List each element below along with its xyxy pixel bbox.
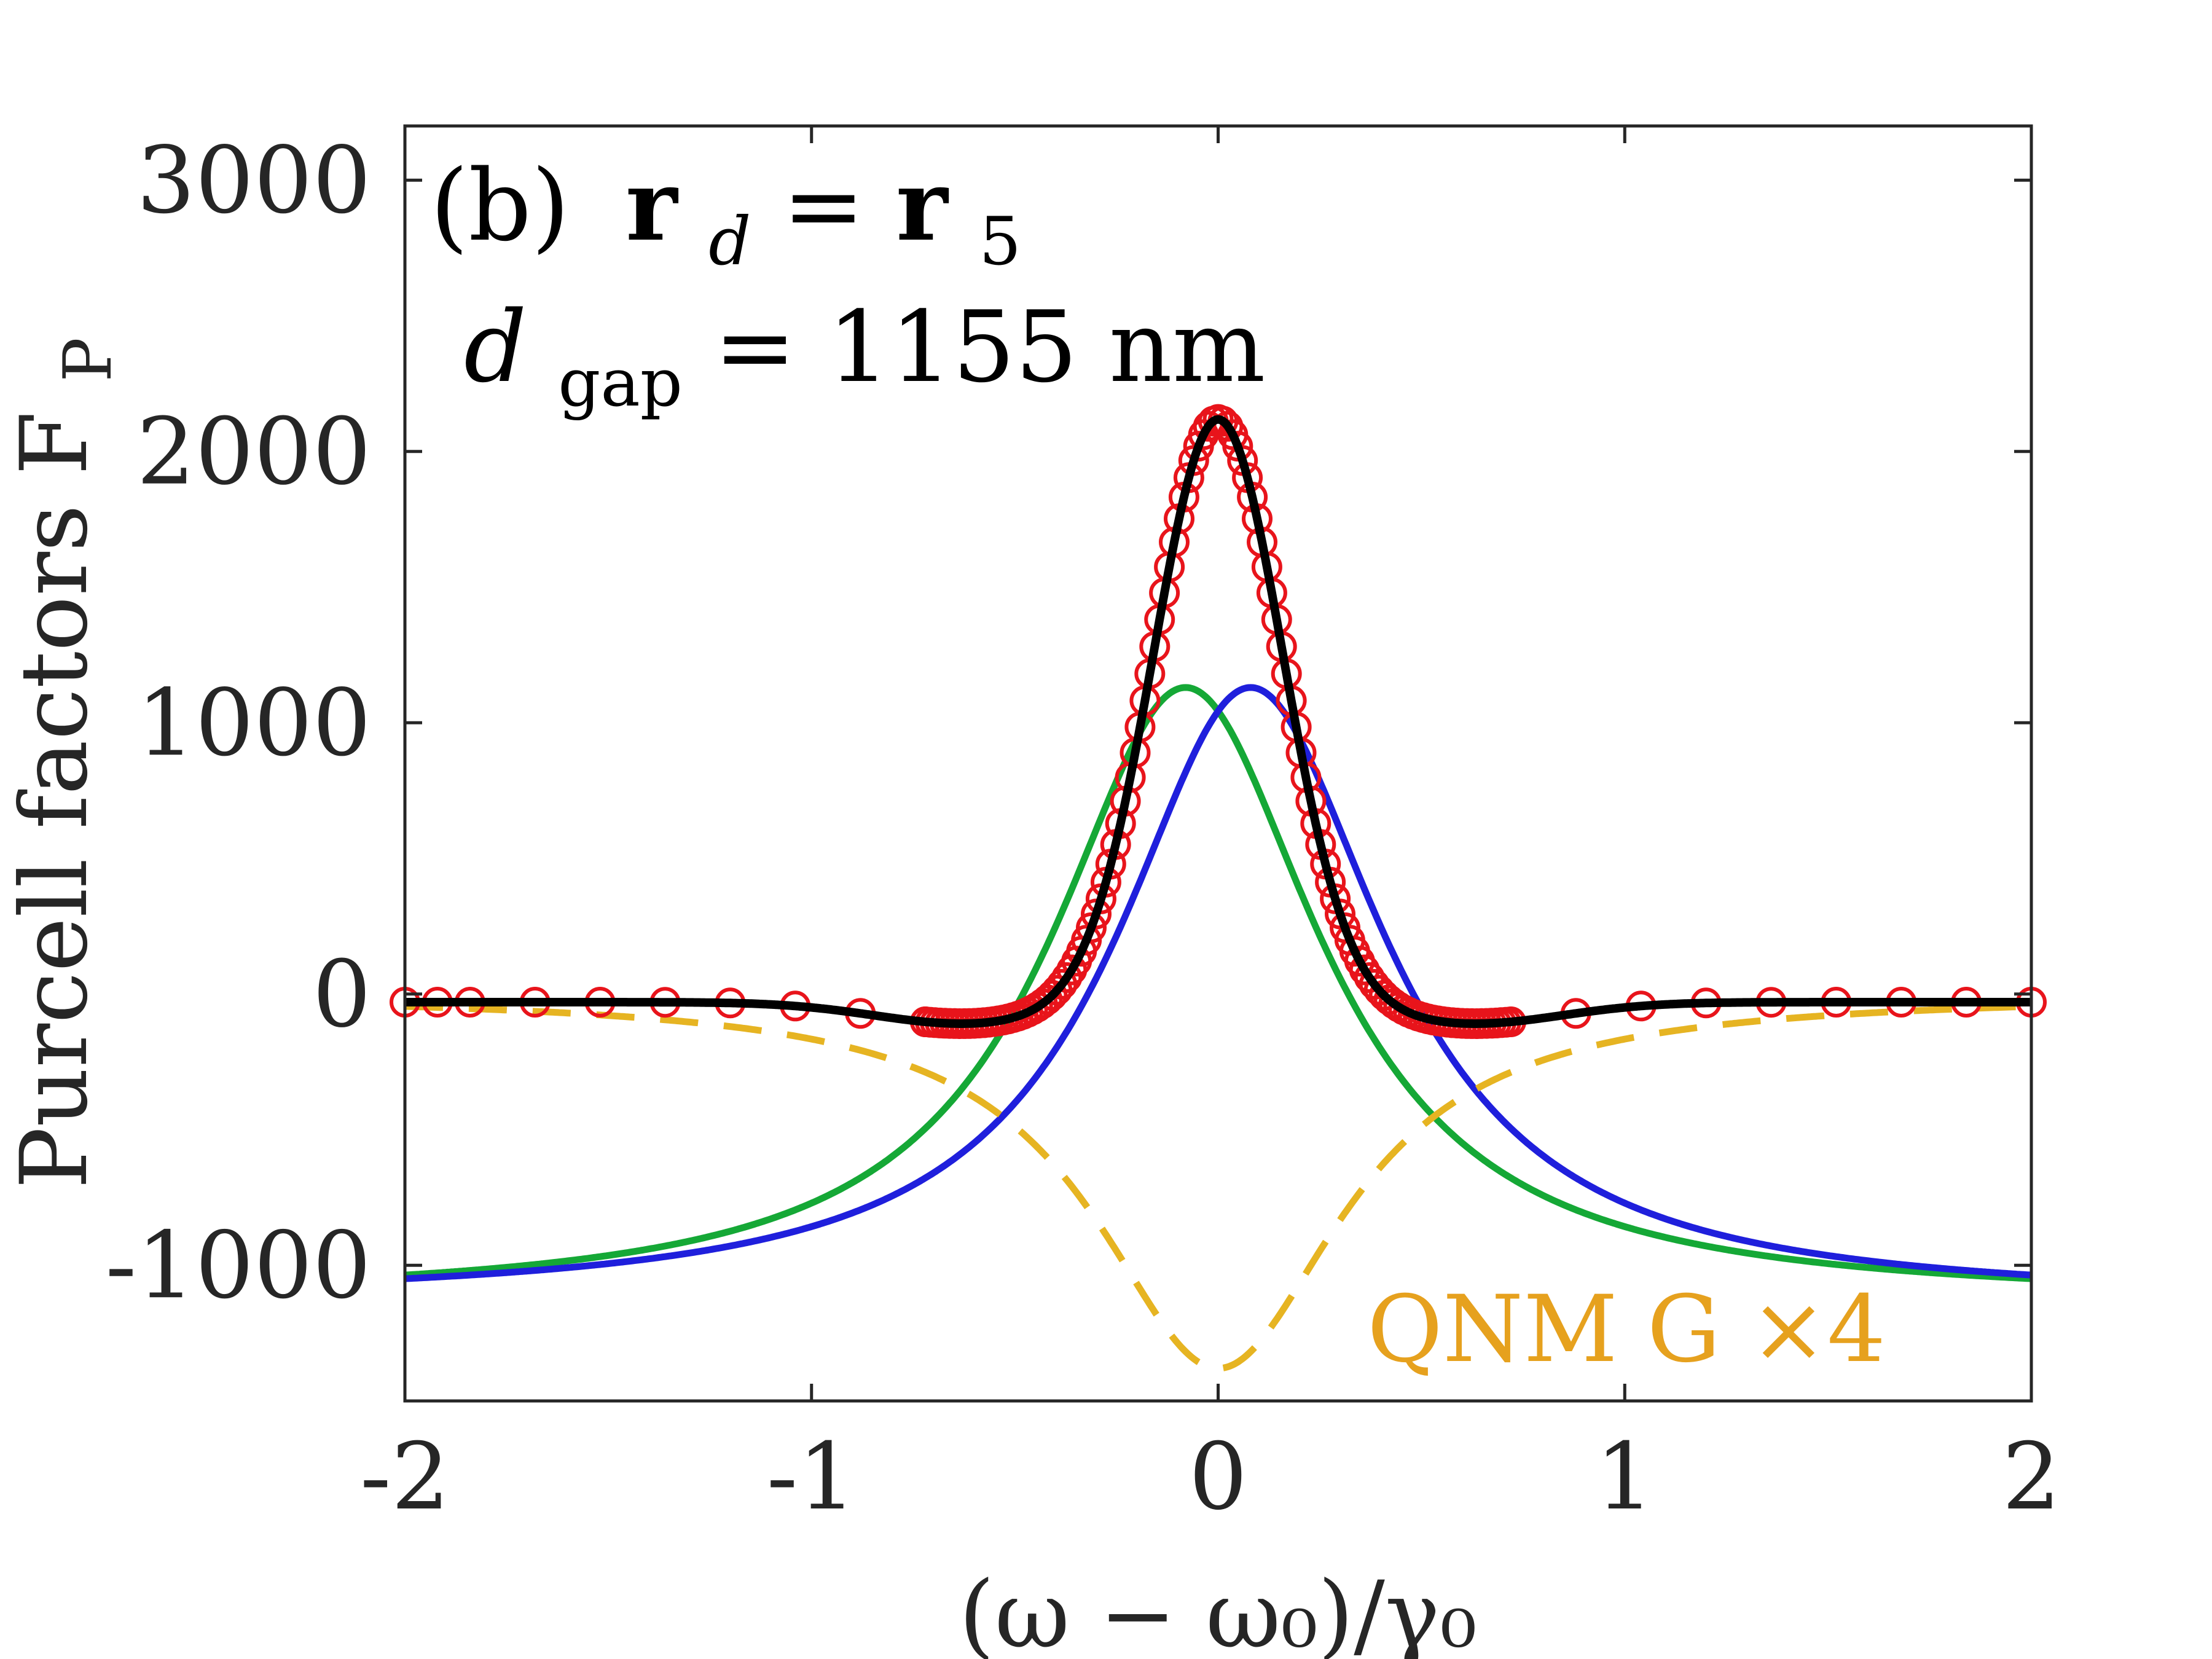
y-axis-title-sub: P — [50, 337, 127, 382]
annot-lhs: r — [626, 147, 678, 263]
y-tick-label: 3000 — [136, 127, 371, 234]
series-blue-line — [403, 684, 2033, 1282]
panel-label: (b) — [430, 148, 570, 263]
x-tick-label: 0 — [1189, 1424, 1247, 1531]
annot-rhs: r — [896, 147, 949, 263]
series-black-line — [402, 415, 2034, 1028]
y-tick-label: 0 — [313, 941, 371, 1048]
series-qnm-dashed-line — [404, 1003, 2032, 1372]
y-axis-title-main: Purcell factors F — [1, 411, 108, 1189]
red-marker — [1076, 912, 1107, 943]
y-tick-label: 2000 — [136, 399, 371, 506]
annot-eq: = — [782, 148, 896, 263]
annot-dgap-value: = 1155 nm — [714, 289, 1266, 404]
legend-qnm-label: QNM G ×4 — [1367, 1276, 1886, 1383]
red-marker — [1222, 431, 1253, 462]
x-tick-label: 1 — [1596, 1424, 1654, 1531]
annot-lhs-sub: d — [708, 203, 751, 280]
x-axis-title: (ω − ω₀)/γ₀ — [959, 1562, 1477, 1659]
annot-rhs-sub: 5 — [979, 203, 1021, 280]
tick-layer: -2 -1 0 1 2 -1000 0 1000 2000 3000 — [106, 126, 2061, 1531]
annot-dgap-sub: gap — [558, 345, 683, 422]
series-layer — [390, 404, 2047, 1372]
y-tick-label: -1000 — [106, 1212, 371, 1319]
y-axis-title: Purcell factors F P — [1, 337, 127, 1189]
x-tick-label: 2 — [2002, 1424, 2060, 1531]
x-tick-label: -1 — [767, 1424, 857, 1531]
panel-annotation-line2: d gap = 1155 nm — [464, 289, 1266, 429]
panel-annotation-line1: (b) r d = r 5 — [430, 147, 1021, 288]
red-marker — [1051, 962, 1083, 993]
y-tick-label: 1000 — [136, 670, 371, 777]
x-tick-label: -2 — [360, 1424, 450, 1531]
annot-dgap-var: d — [464, 289, 527, 404]
